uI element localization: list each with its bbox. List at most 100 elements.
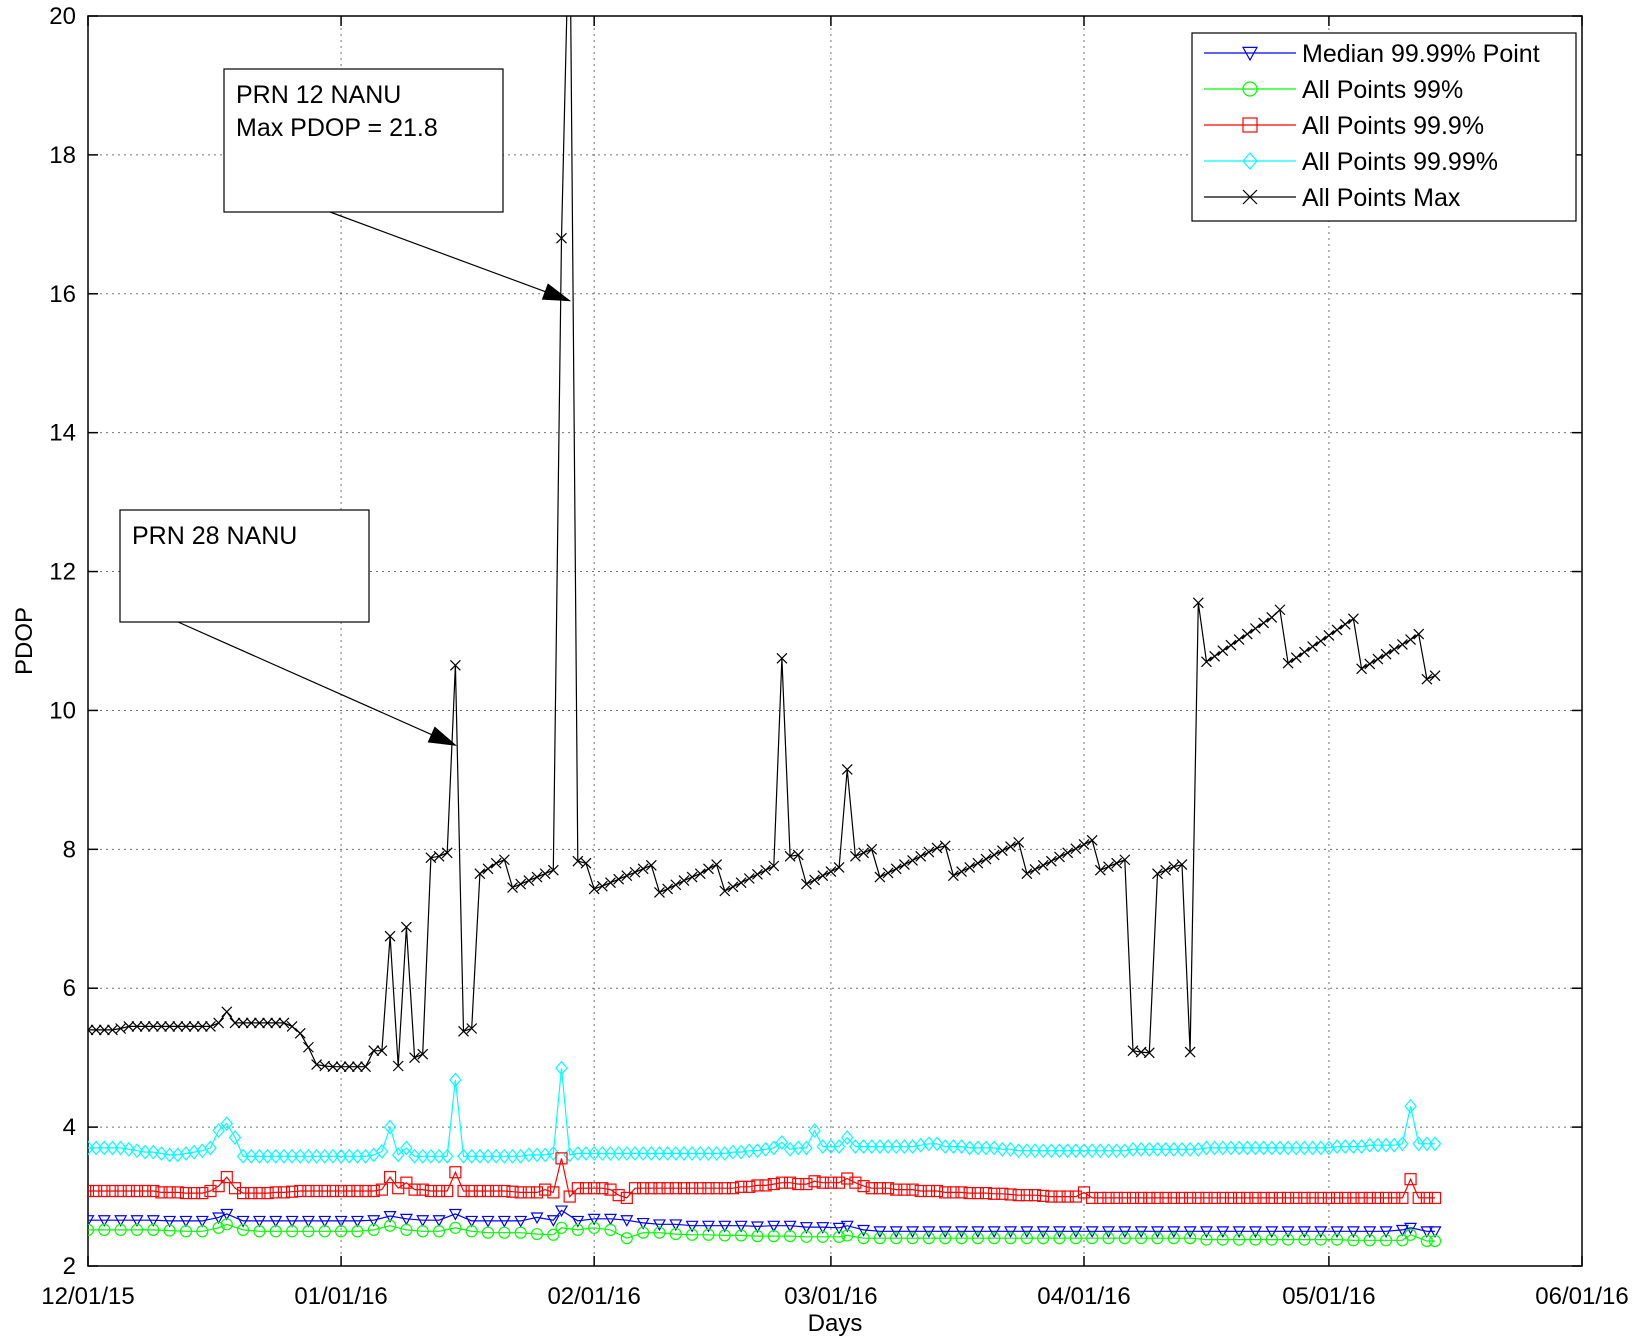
data-point bbox=[873, 1182, 887, 1195]
data-point bbox=[996, 1187, 1009, 1200]
data-point bbox=[906, 1232, 919, 1245]
data-point bbox=[88, 1024, 94, 1036]
data-point bbox=[652, 1219, 666, 1232]
data-point bbox=[220, 1208, 234, 1221]
data-point bbox=[572, 855, 584, 867]
data-point bbox=[473, 1184, 486, 1198]
data-point bbox=[498, 854, 510, 866]
y-tick-label: 16 bbox=[49, 281, 76, 308]
data-point bbox=[783, 1176, 797, 1189]
data-point bbox=[922, 1232, 935, 1245]
data-point bbox=[971, 1232, 984, 1245]
data-point bbox=[556, 232, 567, 244]
data-point bbox=[1134, 1141, 1148, 1157]
annotations: PRN 12 NANU Max PDOP = 21.8 PRN 28 NANU bbox=[119, 68, 572, 746]
data-point bbox=[988, 1187, 1001, 1200]
legend-entry: All Points 99% bbox=[1204, 76, 1463, 104]
data-point bbox=[1274, 604, 1286, 616]
data-point bbox=[334, 1148, 348, 1164]
legend-label: All Points 99.9% bbox=[1302, 112, 1484, 140]
data-point bbox=[702, 1228, 715, 1241]
data-point bbox=[767, 1220, 781, 1233]
data-point bbox=[1159, 1141, 1172, 1157]
data-point bbox=[1135, 1232, 1148, 1245]
data-point bbox=[269, 1225, 282, 1238]
data-point bbox=[1356, 663, 1367, 675]
data-point bbox=[98, 1223, 111, 1236]
data-point bbox=[1094, 1143, 1107, 1159]
data-point bbox=[669, 1182, 682, 1195]
data-point bbox=[768, 860, 780, 872]
data-point bbox=[367, 1223, 380, 1236]
data-point bbox=[571, 1182, 584, 1195]
data-point bbox=[302, 1148, 315, 1164]
data-point bbox=[1045, 1143, 1058, 1159]
data-point bbox=[236, 1148, 250, 1164]
data-point bbox=[783, 1220, 797, 1233]
data-point bbox=[417, 1048, 429, 1060]
data-point bbox=[857, 1180, 870, 1193]
data-point bbox=[383, 1171, 397, 1184]
data-point bbox=[971, 1140, 985, 1156]
data-point bbox=[1069, 1226, 1083, 1239]
data-point bbox=[637, 863, 649, 875]
data-point bbox=[90, 1184, 103, 1198]
data-point bbox=[947, 870, 959, 882]
series-line bbox=[88, 1223, 1435, 1242]
data-point bbox=[596, 1146, 609, 1161]
data-point bbox=[1086, 834, 1098, 846]
data-point bbox=[1379, 1137, 1393, 1153]
data-point bbox=[1167, 1191, 1180, 1205]
data-point bbox=[1404, 1228, 1417, 1241]
data-point bbox=[938, 1226, 952, 1239]
data-point bbox=[481, 1226, 495, 1239]
data-point bbox=[220, 1218, 233, 1231]
series-median-99-99-point bbox=[88, 1205, 1442, 1239]
data-point bbox=[898, 859, 910, 871]
data-point bbox=[465, 1215, 479, 1228]
data-point bbox=[881, 1139, 895, 1154]
data-point bbox=[1233, 1191, 1246, 1205]
data-point bbox=[310, 1184, 323, 1198]
data-point bbox=[857, 1139, 870, 1154]
data-point bbox=[122, 1184, 135, 1198]
data-point bbox=[1363, 1234, 1376, 1247]
data-point bbox=[587, 1146, 601, 1161]
data-point bbox=[832, 1230, 846, 1243]
data-point bbox=[1330, 1233, 1344, 1246]
data-point bbox=[882, 867, 894, 879]
data-point bbox=[767, 1230, 780, 1243]
data-point bbox=[579, 1182, 593, 1195]
data-point bbox=[1086, 1191, 1099, 1205]
x-tick-label: 04/01/16 bbox=[1037, 1283, 1130, 1310]
data-point bbox=[1347, 1139, 1360, 1154]
annotation-box bbox=[119, 509, 370, 623]
data-point bbox=[841, 1172, 854, 1185]
data-point bbox=[645, 859, 657, 871]
data-point bbox=[1004, 1226, 1018, 1239]
data-point bbox=[1102, 1143, 1115, 1159]
data-point bbox=[620, 1215, 634, 1227]
data-point bbox=[1428, 1191, 1442, 1205]
data-point bbox=[1298, 1140, 1311, 1156]
data-point bbox=[335, 1061, 347, 1073]
data-point bbox=[1175, 1141, 1189, 1157]
data-point bbox=[245, 1017, 257, 1029]
data-point bbox=[702, 1182, 715, 1195]
data-point bbox=[432, 1225, 446, 1238]
data-point bbox=[1086, 1232, 1099, 1245]
legend-marker bbox=[1242, 81, 1258, 97]
data-point bbox=[1388, 1191, 1401, 1205]
data-point bbox=[1233, 1233, 1246, 1246]
data-point bbox=[318, 1184, 331, 1198]
data-point bbox=[1004, 1188, 1017, 1201]
data-point bbox=[286, 1020, 298, 1032]
data-point bbox=[571, 1215, 585, 1228]
data-point bbox=[939, 1186, 952, 1199]
data-point bbox=[1233, 634, 1245, 646]
data-point bbox=[1249, 1140, 1262, 1156]
data-point bbox=[539, 868, 551, 880]
data-point bbox=[302, 1184, 315, 1198]
data-point bbox=[931, 842, 943, 854]
